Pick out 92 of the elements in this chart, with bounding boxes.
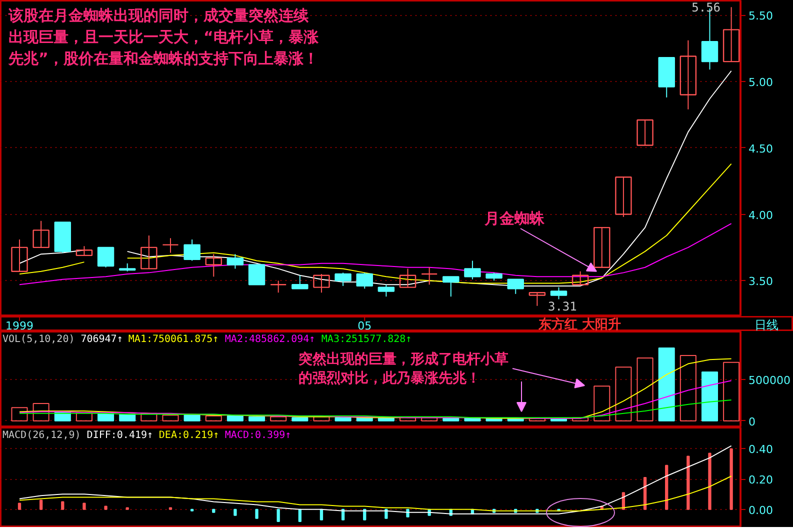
annotation: 突然出现的巨量，形成了电杆小草的强烈对比，此乃暴涨先兆！: [298, 350, 508, 387]
y-tick-label: 5.50: [748, 10, 773, 23]
bar: [334, 417, 352, 422]
bar: [292, 417, 308, 422]
candlestick: [507, 278, 524, 294]
bar: [701, 372, 718, 422]
bar: [162, 414, 179, 422]
bar: [594, 386, 610, 422]
line-series: [19, 476, 732, 512]
text: MA1:750061.875↑: [128, 334, 219, 345]
candlestick: [722, 6, 740, 62]
candlestick: [313, 274, 330, 294]
annotation: 5.56: [692, 0, 721, 15]
candlestick: [594, 226, 610, 268]
line-series: [19, 400, 732, 418]
candlestick: [420, 266, 438, 286]
line-series: [19, 445, 732, 514]
bar: [104, 506, 108, 510]
candlestick: [248, 264, 266, 286]
annotation: 706947↑: [80, 334, 123, 345]
annotation: 3.31: [548, 299, 577, 314]
bar: [18, 502, 22, 510]
bar: [234, 508, 237, 516]
y-tick-label: 500000: [748, 374, 790, 387]
candlestick: [97, 246, 114, 268]
candlestick: [32, 220, 50, 248]
candlestick: [442, 276, 460, 298]
chart-title: MACD(26,12,9): [2, 430, 81, 441]
candlestick: [572, 270, 589, 286]
bar: [11, 407, 28, 422]
bar: [32, 403, 50, 422]
candlestick: [464, 260, 481, 280]
y-tick-label: 0: [748, 415, 756, 428]
candlestick: [636, 119, 654, 146]
text: 日线: [754, 318, 778, 332]
candlestick: [205, 254, 222, 278]
annotation: MACD:0.399↑: [224, 430, 292, 441]
annotation: 月金蜘蛛: [484, 210, 546, 228]
bar: [442, 418, 460, 422]
bar: [82, 502, 86, 510]
y-tick-label: 0.20: [748, 474, 773, 487]
bar: [615, 366, 632, 422]
bar: [248, 416, 266, 422]
candlestick: [399, 268, 416, 288]
bar: [184, 414, 200, 422]
y-tick-label: 5.00: [748, 76, 773, 89]
candlestick: [76, 246, 93, 256]
bar: [61, 501, 64, 510]
bar: [680, 355, 696, 422]
candlestick: [226, 254, 244, 270]
candlestick: [615, 176, 632, 218]
y-tick-label: 0.00: [748, 504, 773, 517]
y-tick-label: 3.50: [748, 275, 773, 288]
x-tick-label: 05: [358, 319, 372, 332]
x-tick-label: 1999: [6, 319, 34, 332]
bar: [636, 357, 654, 422]
y-tick-label: 4.50: [748, 142, 773, 156]
text: MA3:251577.828↑: [321, 334, 412, 345]
bar: [212, 508, 216, 513]
text: DIFF:0.419↑: [86, 430, 154, 441]
bar: [270, 416, 287, 422]
candlestick: [162, 238, 179, 254]
bar: [665, 464, 668, 510]
candlestick: [270, 280, 287, 294]
bar: [658, 348, 675, 422]
chart-title: VOL(5,10,20): [2, 334, 75, 345]
bar: [255, 508, 258, 519]
text: DEA:0.219↑: [158, 430, 220, 441]
bar: [276, 508, 280, 522]
y-tick-label: 4.00: [748, 208, 773, 222]
bar: [723, 362, 740, 422]
candlestick: [334, 272, 352, 286]
candlestick: [378, 284, 395, 298]
candlestick: [292, 274, 308, 290]
candlestick: [11, 238, 28, 272]
candlestick: [140, 235, 158, 270]
bar: [643, 477, 647, 510]
annotation: 该股在月金蜘蛛出现的同时，成交量突然连续出现巨量，且一天比一天大，“电杆小草，暴涨先兆”，股价在量和金蜘蛛的支持下向上暴涨！: [8, 6, 320, 68]
bar: [708, 452, 712, 510]
bar: [205, 415, 222, 422]
candlestick: [550, 286, 568, 300]
bar: [39, 500, 43, 510]
candlestick: [184, 238, 200, 262]
annotation: 东方红 大阳升: [538, 316, 622, 332]
y-tick-label: 0.40: [748, 443, 773, 456]
text: MA2:485862.094↑: [224, 334, 316, 345]
bar: [686, 456, 690, 510]
bar: [730, 448, 733, 510]
bar: [226, 415, 244, 422]
candlestick: [528, 292, 546, 306]
candlestick: [356, 272, 373, 290]
candlestick: [680, 40, 697, 110]
